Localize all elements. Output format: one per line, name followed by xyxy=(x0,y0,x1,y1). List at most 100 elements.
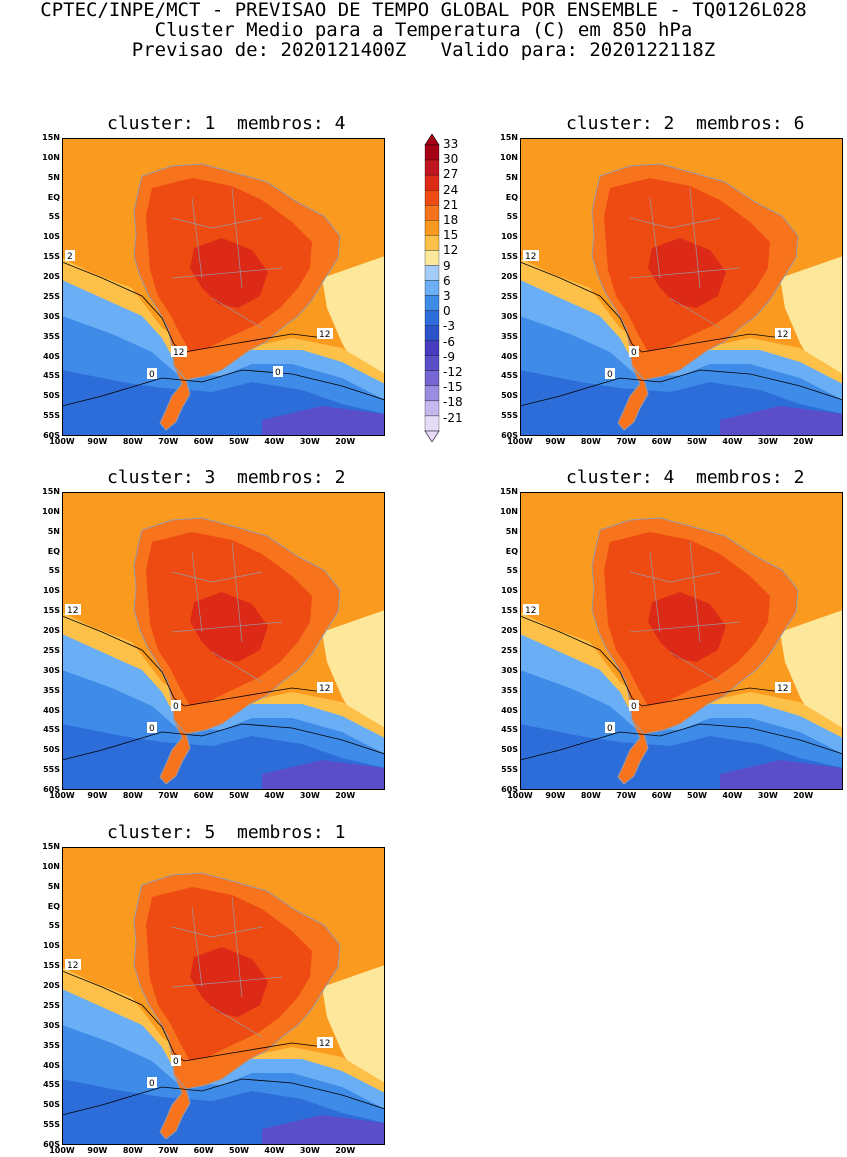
title-line-3: Previsao de: 2020121400Z Valido para: 20… xyxy=(131,39,716,61)
lat-tick-label: 20S xyxy=(501,272,518,282)
lat-tick-label: 15N xyxy=(42,487,60,496)
lat-tick-label: 45S xyxy=(501,725,518,735)
lat-tick-label: 50S xyxy=(43,391,60,401)
lon-tick-label: 20W xyxy=(335,791,356,800)
colorbar-bottom-arrow xyxy=(424,430,440,443)
lon-tick-label: 30W xyxy=(299,437,320,446)
lat-tick-label: 30S xyxy=(501,311,518,321)
lon-tick-label: 60W xyxy=(193,437,214,446)
contour-label: 0 xyxy=(147,722,157,734)
lat-tick-label: 20S xyxy=(501,626,518,636)
lon-tick-label: 50W xyxy=(229,1146,249,1155)
lon-tick-label: 90W xyxy=(545,791,566,800)
lat-tick-label: 15S xyxy=(43,606,60,616)
lat-tick-label: 5S xyxy=(48,921,60,931)
panel-2-title: cluster: 2 membros: 6 xyxy=(566,113,805,134)
colorbar-swatch xyxy=(424,220,440,236)
lat-tick-label: 5S xyxy=(48,212,60,222)
colorbar-swatch xyxy=(424,370,440,386)
colorbar-swatch xyxy=(424,355,440,371)
lon-tick-label: 70W xyxy=(158,1146,179,1155)
lon-tick-label: 40W xyxy=(264,791,285,800)
lon-tick-label: 90W xyxy=(545,437,566,446)
colorbar-swatch xyxy=(424,159,440,176)
lat-tick-label: 60S xyxy=(501,431,518,440)
lat-tick-label: 55S xyxy=(501,765,518,775)
contour-label: 12 xyxy=(523,604,539,616)
svg-text:0: 0 xyxy=(173,702,179,712)
lat-tick-label: 10S xyxy=(43,586,60,596)
contour-12 xyxy=(62,615,325,707)
contour-label: 12 xyxy=(65,604,81,616)
band-minus9-minus6 xyxy=(262,1115,385,1145)
colorbar-label: -6 xyxy=(443,334,455,349)
lon-tick-label: 100W xyxy=(507,437,533,446)
contour-label: 0 xyxy=(171,1055,181,1067)
svg-text:12: 12 xyxy=(173,348,184,358)
colorbar-label: 9 xyxy=(443,258,451,273)
lon-tick-label: 60W xyxy=(193,791,214,800)
svg-text:12: 12 xyxy=(67,961,78,971)
lat-tick-label: 55S xyxy=(43,411,60,421)
lat-tick-label: 60S xyxy=(501,785,518,794)
lat-tick-label: 40S xyxy=(43,1060,60,1070)
svg-text:12: 12 xyxy=(319,1039,330,1049)
lat-tick-label: 5S xyxy=(506,566,518,576)
coastline xyxy=(133,517,341,735)
contour-label: 12 xyxy=(523,250,539,262)
band-9-12 xyxy=(322,965,385,1097)
lon-tick-label: 50W xyxy=(687,437,707,446)
lat-tick-label: EQ xyxy=(47,546,60,556)
svg-text:12: 12 xyxy=(777,330,788,340)
coastline xyxy=(133,872,341,1090)
svg-text:0: 0 xyxy=(149,1079,155,1089)
colorbar-swatch xyxy=(424,340,440,356)
map-panel-cluster-5: 12 12 0 0 xyxy=(62,847,385,1145)
svg-text:0: 0 xyxy=(631,348,637,358)
colorbar-swatch xyxy=(424,415,440,432)
lat-tick-label: 35S xyxy=(43,685,60,695)
contour-label: 12 xyxy=(317,328,333,340)
lat-tick-label: 5N xyxy=(47,526,60,536)
band-9-12 xyxy=(322,256,385,388)
svg-text:0: 0 xyxy=(149,370,155,380)
lon-tick-label: 100W xyxy=(49,1146,75,1155)
lon-tick-label: 90W xyxy=(87,791,108,800)
panel-1-title: cluster: 1 membros: 4 xyxy=(107,113,346,134)
map-frame xyxy=(520,138,843,436)
lat-tick-label: 35S xyxy=(501,331,518,341)
svg-text:0: 0 xyxy=(149,724,155,734)
state-borders xyxy=(629,187,741,329)
colorbar-label: 15 xyxy=(443,228,459,243)
contour-label: 12 xyxy=(317,1037,333,1049)
coastline-tail xyxy=(159,719,191,785)
title-line-2: Cluster Medio para a Temperatura (C) em … xyxy=(154,19,693,41)
band-minus9-minus6 xyxy=(720,406,843,436)
colorbar-label: -3 xyxy=(443,319,455,334)
colorbar-swatch xyxy=(424,205,440,221)
band-9-12 xyxy=(780,256,843,388)
lat-tick-label: 50S xyxy=(43,1100,60,1110)
map-panel-cluster-1: 2 12 12 0 0 xyxy=(62,138,385,436)
lat-tick-label: 10N xyxy=(42,152,60,162)
lat-tick-label: EQ xyxy=(505,192,518,202)
lat-tick-label: 10N xyxy=(500,152,518,162)
colorbar-label: -12 xyxy=(443,365,463,379)
lat-tick-label: 60S xyxy=(43,1140,60,1149)
colorbar-swatch xyxy=(424,310,440,326)
land-tail xyxy=(618,720,648,784)
colorbar-label: -21 xyxy=(443,410,463,425)
land-tail xyxy=(160,366,190,430)
coastline-tail xyxy=(617,719,649,785)
contour-label: 12 xyxy=(65,959,81,971)
lat-tick-label: 40S xyxy=(43,351,60,361)
lat-tick-label: 10S xyxy=(501,586,518,596)
lat-tick-label: 60S xyxy=(43,431,60,440)
lat-tick-label: 15N xyxy=(500,133,518,142)
colorbar-swatch xyxy=(424,250,440,266)
lon-tick-label: 30W xyxy=(757,437,778,446)
lat-tick-label: 5S xyxy=(48,566,60,576)
lon-tick-label: 80W xyxy=(122,791,143,800)
lon-tick-label: 80W xyxy=(580,437,601,446)
contour-0 xyxy=(520,723,843,761)
